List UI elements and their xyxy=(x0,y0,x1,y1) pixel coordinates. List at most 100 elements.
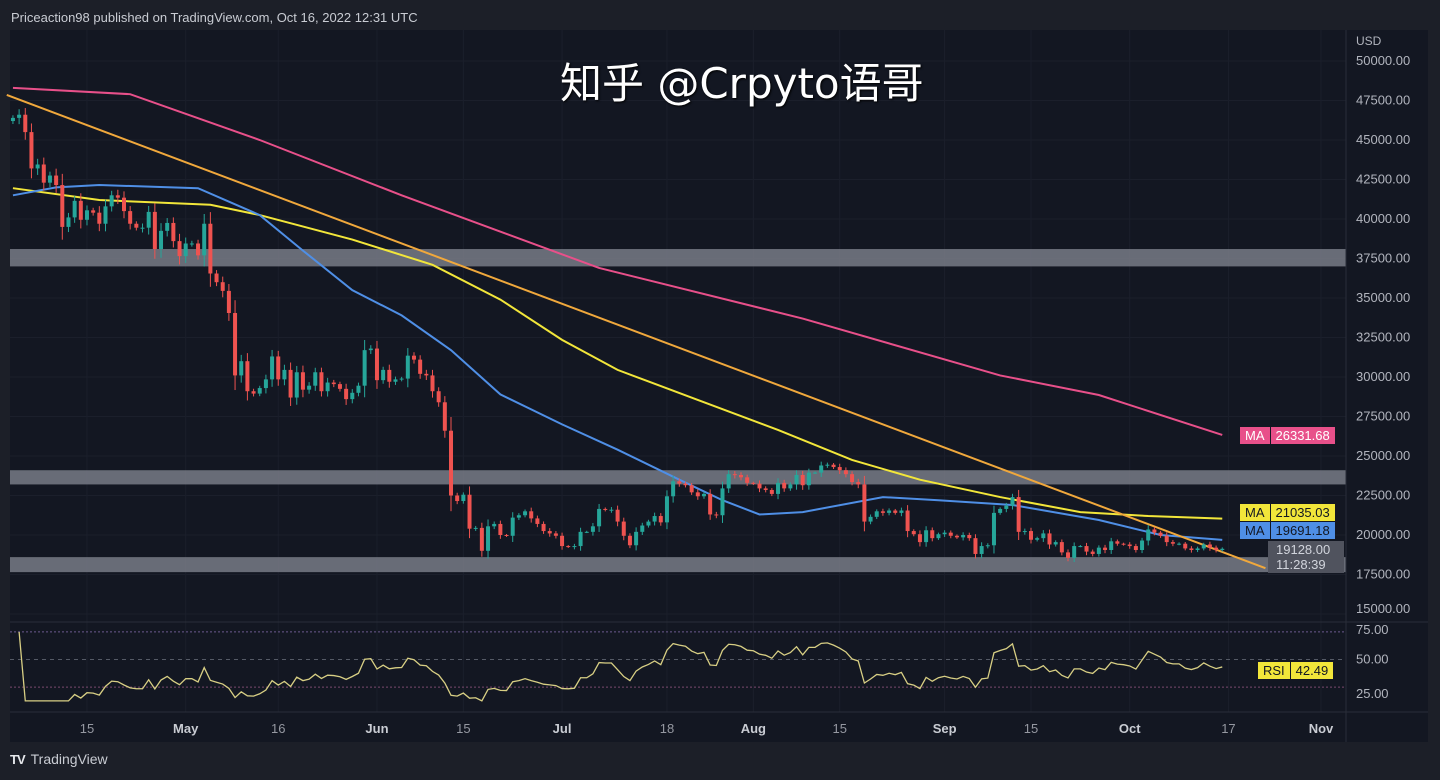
candle-body xyxy=(319,372,324,392)
candle-body xyxy=(646,521,651,526)
price-tick-label: 45000.00 xyxy=(1356,132,1410,147)
candle xyxy=(1035,536,1040,542)
candle xyxy=(1146,525,1151,546)
price-tick-label: 37500.00 xyxy=(1356,251,1410,266)
candle-body xyxy=(1066,552,1071,558)
tradingview-logo-icon[interactable]: TV xyxy=(10,751,26,767)
candle xyxy=(245,353,250,401)
candle xyxy=(1164,532,1169,547)
candle xyxy=(307,382,312,394)
candle-body xyxy=(418,359,423,374)
candle-body xyxy=(998,508,1003,513)
candle xyxy=(47,171,52,188)
time-tick-label: Jul xyxy=(553,721,572,736)
candle xyxy=(1072,542,1077,563)
candle-body xyxy=(78,200,83,220)
time-axis[interactable]: 15 May 16 Jun 15 Jul 18 Aug 15 Sep 15 Oct 17 Nov xyxy=(80,721,1334,736)
price-axis[interactable]: 50000.00 47500.00 45000.00 42500.00 40000.00… xyxy=(1356,53,1410,701)
candle xyxy=(91,207,96,216)
candle xyxy=(78,193,83,229)
candle xyxy=(887,508,892,516)
candle xyxy=(54,168,59,193)
candle-body xyxy=(627,535,632,546)
candle-body xyxy=(720,488,725,516)
candle xyxy=(455,492,460,505)
candle-body xyxy=(516,515,521,518)
candle-body xyxy=(177,241,182,257)
candle-body xyxy=(1207,544,1212,548)
candle-body xyxy=(745,477,750,483)
brand-name[interactable]: TradingView xyxy=(30,751,108,767)
candle-body xyxy=(257,388,262,394)
candle-body xyxy=(1047,533,1052,545)
candle-body xyxy=(819,465,824,473)
candle-body xyxy=(226,290,231,314)
candle xyxy=(1010,493,1015,510)
candle-body xyxy=(29,132,34,169)
candle-body xyxy=(1140,540,1145,551)
trendline[interactable] xyxy=(6,94,1266,570)
candle-body xyxy=(183,243,188,257)
candle xyxy=(387,364,392,388)
time-tick-label: Jun xyxy=(365,721,388,736)
candle xyxy=(393,376,398,385)
candle xyxy=(226,284,231,321)
price-tick-label: 17500.00 xyxy=(1356,567,1410,582)
candle-body xyxy=(109,195,114,207)
zone xyxy=(10,249,1346,267)
candle-body xyxy=(609,509,614,511)
candle xyxy=(233,300,238,391)
candle-body xyxy=(47,175,52,183)
last-price: 19128.00 xyxy=(1276,542,1331,557)
candle-body xyxy=(91,210,96,213)
candle xyxy=(837,463,842,475)
candle-body xyxy=(399,378,404,380)
candle-body xyxy=(146,211,151,228)
candle-body xyxy=(171,222,176,242)
candle xyxy=(492,521,497,530)
candle-body xyxy=(911,531,916,535)
moving-average-line xyxy=(12,86,1223,436)
candle-body xyxy=(782,482,787,489)
candle-body xyxy=(850,474,855,483)
candle-body xyxy=(979,546,984,554)
candle-body xyxy=(1103,547,1108,551)
candle-body xyxy=(97,212,102,224)
candle xyxy=(942,530,947,537)
candle-body xyxy=(1127,544,1132,547)
candles xyxy=(10,108,1225,563)
candle-body xyxy=(677,481,682,484)
candle xyxy=(800,470,805,490)
candle-body xyxy=(492,523,497,527)
candle-body xyxy=(1195,548,1200,551)
candle-body xyxy=(671,481,676,497)
candle xyxy=(961,532,966,541)
candle-body xyxy=(196,243,201,256)
candle xyxy=(405,348,410,388)
candle xyxy=(288,362,293,406)
candle xyxy=(1004,502,1009,513)
candle-body xyxy=(294,372,299,398)
candle-body xyxy=(1090,551,1095,554)
candle-body xyxy=(103,206,108,224)
candle xyxy=(276,350,281,386)
candle xyxy=(627,533,632,549)
candle xyxy=(128,206,133,230)
candle-body xyxy=(813,472,818,474)
candle-body xyxy=(572,546,577,548)
candle xyxy=(1109,537,1114,554)
rsi-name: RSI xyxy=(1258,662,1291,679)
candle-body xyxy=(547,531,552,534)
candle-body xyxy=(498,523,503,535)
candle xyxy=(652,512,657,526)
ma-value: 26331.68 xyxy=(1270,427,1335,444)
candle xyxy=(1090,549,1095,557)
candle xyxy=(677,478,682,487)
candle-body xyxy=(270,356,275,380)
publish-header: Priceaction98 published on TradingView.c… xyxy=(11,10,418,25)
candle xyxy=(479,522,484,557)
candle-body xyxy=(739,474,743,478)
candle-body xyxy=(868,516,873,522)
candle xyxy=(695,489,700,500)
